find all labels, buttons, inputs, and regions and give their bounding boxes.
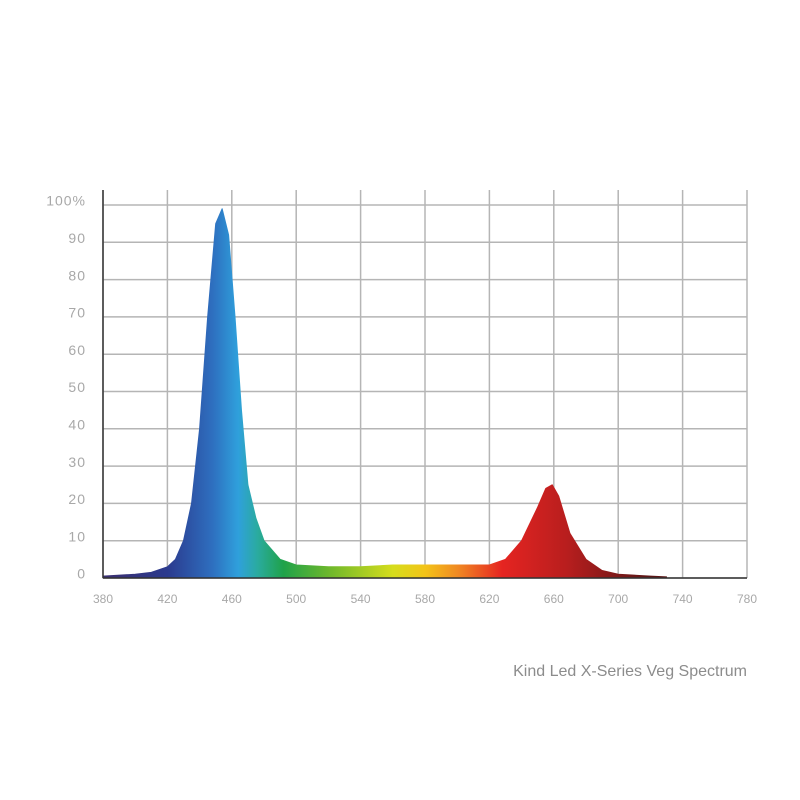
x-tick-label: 380 [93, 592, 113, 606]
y-tick-label: 100% [46, 193, 86, 209]
y-tick-label: 50 [68, 379, 86, 395]
y-tick-label: 20 [68, 491, 86, 507]
x-tick-label: 540 [351, 592, 371, 606]
y-tick-label: 0 [77, 566, 86, 582]
x-tick-label: 700 [608, 592, 628, 606]
y-tick-label: 10 [68, 528, 86, 544]
y-tick-label: 60 [68, 342, 86, 358]
plot [102, 208, 667, 579]
x-tick-label: 420 [157, 592, 177, 606]
y-tick-label: 40 [68, 417, 86, 433]
x-tick-label: 780 [737, 592, 757, 606]
x-tick-label: 580 [415, 592, 435, 606]
x-tick-label: 500 [286, 592, 306, 606]
x-tick-label: 660 [544, 592, 564, 606]
x-tick-label: 740 [673, 592, 693, 606]
y-tick-label: 80 [68, 267, 86, 283]
x-tick-label: 460 [222, 592, 242, 606]
y-tick-label: 30 [68, 454, 86, 470]
caption: Kind Led X-Series Veg Spectrum [513, 663, 747, 680]
y-tick-label: 70 [68, 305, 86, 321]
spectrum-area [102, 208, 667, 579]
y-tick-label: 90 [68, 230, 86, 246]
x-tick-label: 620 [479, 592, 499, 606]
